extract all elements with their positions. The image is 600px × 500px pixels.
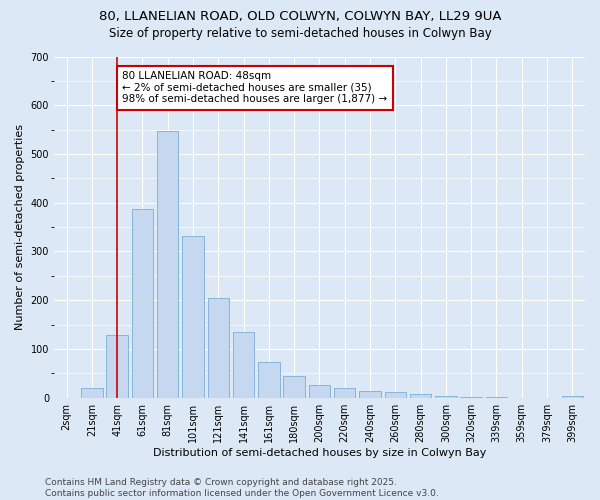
Bar — [131, 208, 153, 398]
Bar — [81, 388, 103, 398]
Bar — [410, 394, 431, 398]
Bar — [334, 388, 355, 398]
Bar — [157, 130, 178, 398]
Bar — [385, 392, 406, 398]
Bar — [233, 332, 254, 398]
Bar — [283, 376, 305, 398]
Text: 80, LLANELIAN ROAD, OLD COLWYN, COLWYN BAY, LL29 9UA: 80, LLANELIAN ROAD, OLD COLWYN, COLWYN B… — [99, 10, 501, 23]
Text: Size of property relative to semi-detached houses in Colwyn Bay: Size of property relative to semi-detach… — [109, 28, 491, 40]
Bar — [106, 336, 128, 398]
Bar — [435, 396, 457, 398]
Text: Contains HM Land Registry data © Crown copyright and database right 2025.
Contai: Contains HM Land Registry data © Crown c… — [45, 478, 439, 498]
Bar — [208, 298, 229, 398]
Bar — [562, 396, 583, 398]
Bar — [359, 391, 381, 398]
Bar — [309, 385, 330, 398]
X-axis label: Distribution of semi-detached houses by size in Colwyn Bay: Distribution of semi-detached houses by … — [153, 448, 486, 458]
Text: 80 LLANELIAN ROAD: 48sqm
← 2% of semi-detached houses are smaller (35)
98% of se: 80 LLANELIAN ROAD: 48sqm ← 2% of semi-de… — [122, 71, 388, 104]
Bar — [258, 362, 280, 398]
Bar — [182, 236, 204, 398]
Y-axis label: Number of semi-detached properties: Number of semi-detached properties — [15, 124, 25, 330]
